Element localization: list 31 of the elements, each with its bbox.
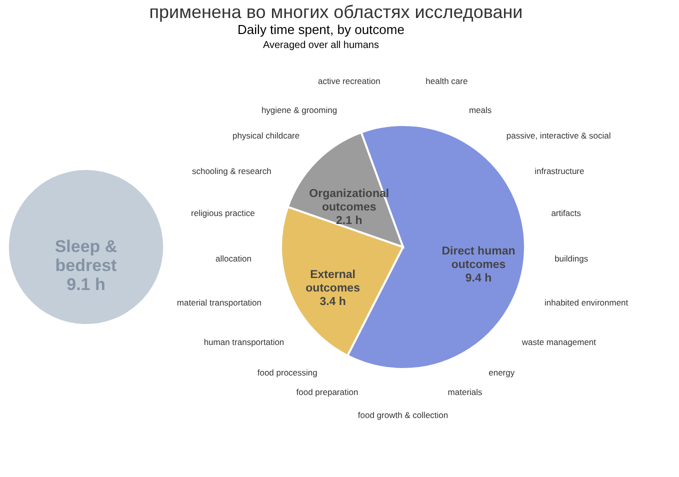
text: health care	[426, 76, 468, 86]
data-label: 3.4 h	[320, 296, 346, 308]
data-label: 2.1 h	[336, 214, 362, 227]
category-label: Direct human outcomes	[442, 246, 516, 272]
text: human transportation	[204, 336, 284, 347]
text: food processing	[257, 368, 318, 378]
text: buildings	[554, 253, 588, 264]
text: infrastructure	[534, 166, 585, 176]
text: material transportation	[176, 298, 262, 308]
text: artifacts	[551, 208, 581, 218]
text: physical childcare	[232, 130, 300, 141]
category-label: Sleep & bedrest	[54, 237, 118, 275]
text: energy	[488, 368, 516, 378]
text: schooling & research	[192, 166, 272, 176]
text: meals	[468, 105, 492, 116]
text: allocation	[216, 253, 252, 264]
data-label: 9.1 h	[66, 275, 106, 294]
text: Averaged over all humans	[263, 40, 379, 51]
text: active recreation	[318, 76, 381, 86]
text: materials	[448, 387, 482, 398]
text: inhabited environment	[544, 298, 629, 308]
text: hygiene & grooming	[261, 105, 338, 116]
category-label: External outcomes	[306, 269, 360, 295]
text: waste management	[520, 336, 597, 347]
data-label: 9.4 h	[465, 272, 492, 285]
text: religious practice	[191, 208, 256, 218]
text: применена во многих областях исследовани	[149, 2, 523, 22]
text: Daily time spent, by outcome	[238, 22, 404, 37]
text: food preparation	[296, 387, 358, 398]
text: food growth & collection	[358, 410, 448, 420]
text: passive, interactive & social	[506, 130, 611, 141]
